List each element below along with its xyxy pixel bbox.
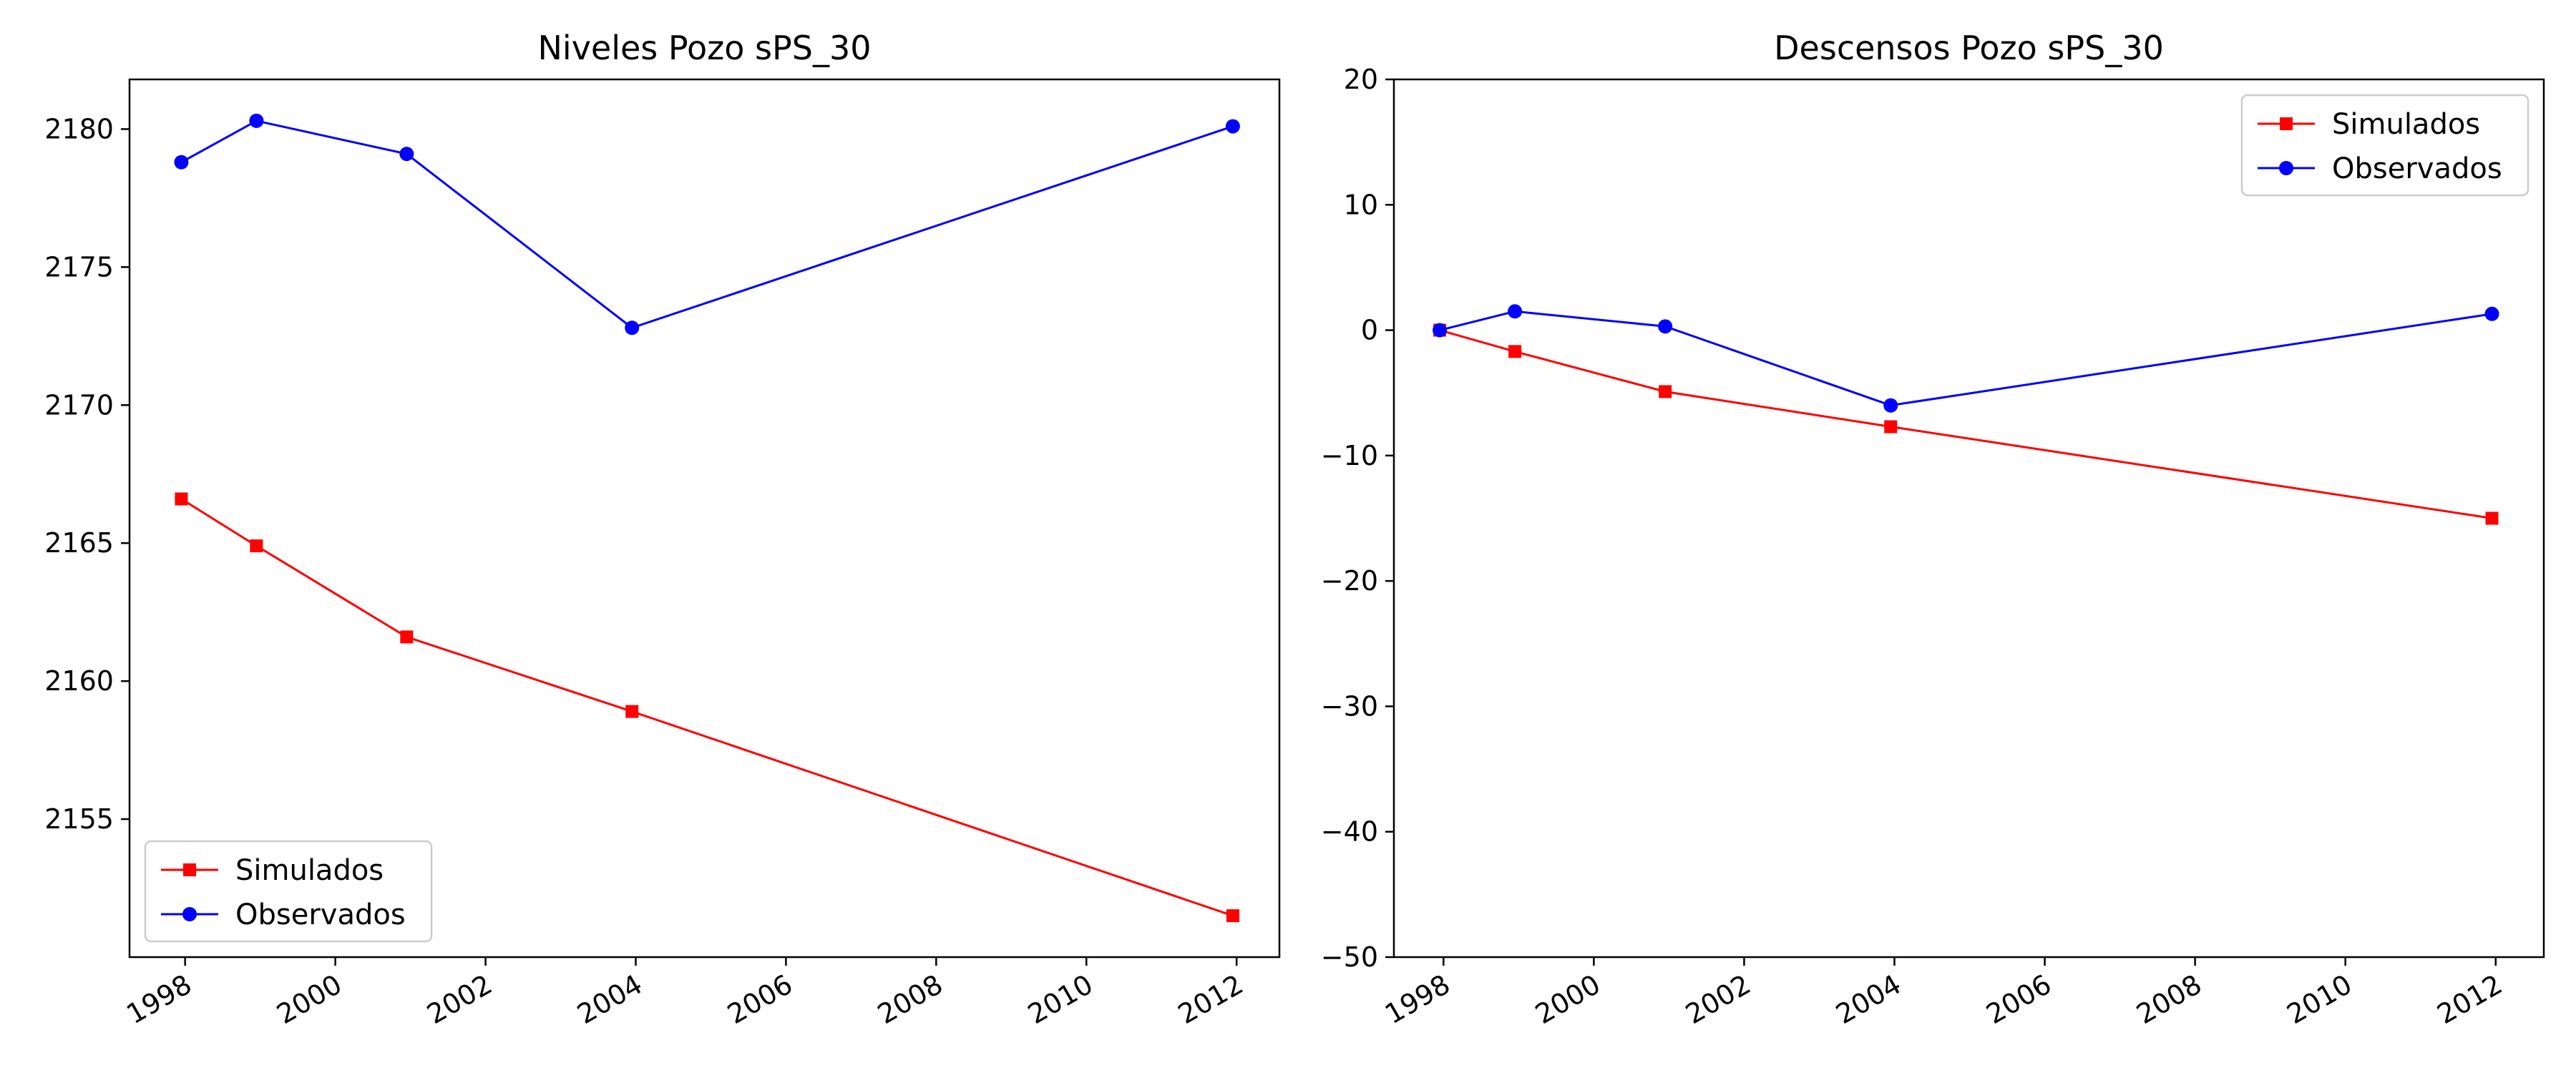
legend-marker <box>2279 161 2293 175</box>
y-tick-label: 2170 <box>44 389 114 421</box>
data-point-observados <box>174 155 189 170</box>
y-tick-label: −30 <box>1321 690 1378 722</box>
legend-label: Simulados <box>2332 108 2480 141</box>
y-tick-label: −20 <box>1321 565 1378 597</box>
data-point-simulados <box>175 492 188 506</box>
legend-label: Observados <box>2332 152 2502 185</box>
series-observados <box>1433 304 2499 413</box>
data-point-observados <box>1433 323 1448 338</box>
data-point-observados <box>399 147 414 162</box>
y-tick-label: 2155 <box>44 803 114 835</box>
legend-marker <box>182 907 197 921</box>
y-tick-label: 2175 <box>44 251 114 283</box>
legend-entry-observados: Observados <box>2258 152 2502 185</box>
data-point-observados <box>249 113 264 128</box>
y-tick-label: −10 <box>1321 440 1378 471</box>
chart-title: Niveles Pozo sPS_30 <box>538 29 872 67</box>
y-tick-label: 10 <box>1344 189 1378 220</box>
data-point-observados <box>1658 319 1673 334</box>
data-point-simulados <box>250 539 263 553</box>
data-point-observados <box>1225 119 1240 134</box>
y-tick-label: 0 <box>1361 315 1378 346</box>
y-tick-label: −50 <box>1321 941 1378 973</box>
legend-entry-simulados: Simulados <box>2258 108 2480 141</box>
legend-box <box>144 840 433 943</box>
legend-box <box>2240 94 2529 197</box>
legend-entry-observados: Observados <box>161 898 406 931</box>
series-observados <box>174 113 1240 335</box>
legend: Simulados Observados <box>2240 94 2529 197</box>
y-tick-label: 2160 <box>44 665 114 697</box>
data-point-observados <box>2484 306 2499 321</box>
axes-frame <box>128 78 1281 959</box>
axes-frame <box>1392 78 2545 959</box>
data-point-simulados <box>400 630 414 644</box>
legend-label: Observados <box>235 898 406 931</box>
data-point-simulados <box>2485 511 2499 525</box>
data-point-simulados <box>1659 385 1672 398</box>
data-point-observados <box>625 320 640 335</box>
chart-title: Descensos Pozo sPS_30 <box>1774 29 2164 67</box>
legend-entry-simulados: Simulados <box>161 854 384 887</box>
legend-marker <box>183 863 196 876</box>
data-point-simulados <box>1508 345 1522 358</box>
data-point-observados <box>1508 304 1523 319</box>
y-tick-label: −40 <box>1321 816 1378 848</box>
data-point-observados <box>1883 398 1898 413</box>
data-point-simulados <box>1226 909 1239 923</box>
series-simulados <box>175 492 1239 923</box>
legend-label: Simulados <box>235 854 384 887</box>
y-tick-label: 2180 <box>44 113 114 144</box>
legend-marker <box>2280 117 2293 130</box>
data-point-simulados <box>1884 420 1898 433</box>
legend: Simulados Observados <box>144 840 433 943</box>
data-point-simulados <box>625 705 639 718</box>
y-tick-label: 2165 <box>44 527 114 559</box>
y-tick-label: 20 <box>1344 64 1378 95</box>
